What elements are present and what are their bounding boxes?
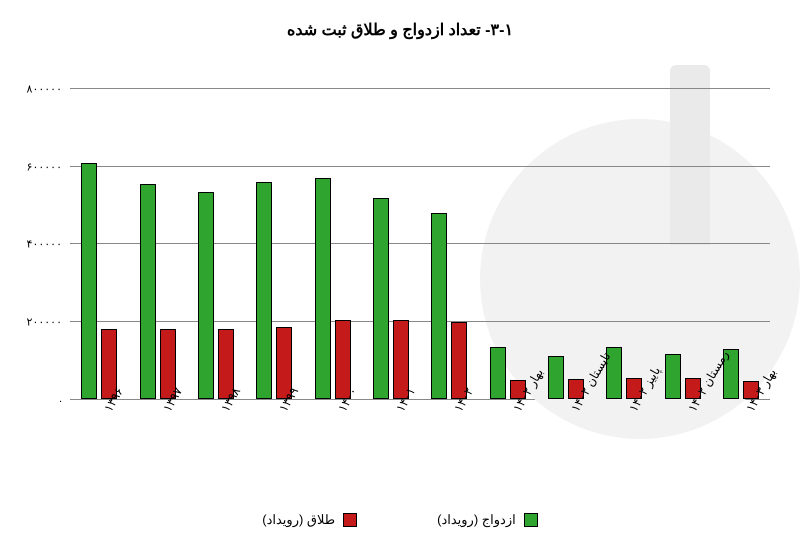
bar-group: ۱۳۹۸	[187, 90, 245, 399]
chart-container: ۳-۱- تعداد ازدواج و طلاق ثبت شده .۲۰۰۰۰۰…	[0, 0, 800, 538]
y-tick-label: ۶۰۰۰۰۰	[27, 160, 62, 173]
bar-marriage	[548, 356, 564, 399]
bar-marriage	[315, 178, 331, 399]
bar-group: ۱۳۹۶	[70, 90, 128, 399]
y-tick-label: ۲۰۰۰۰۰	[27, 315, 62, 328]
bar-marriage	[256, 182, 272, 399]
legend-swatch-marriage	[524, 513, 538, 527]
bars-region: بهار ۱۴۰۳زمستان ۱۴۰۲پاییز ۱۴۰۲تابستان ۱۴…	[70, 90, 770, 399]
bar-group: ۱۳۹۷	[128, 90, 186, 399]
legend-label-marriage: ازدواج (رویداد)	[437, 512, 516, 528]
legend-item-divorce: طلاق (رویداد)	[262, 512, 357, 528]
bar-marriage	[665, 354, 681, 399]
grid-line: ۸۰۰۰۰۰	[70, 88, 770, 89]
bar-marriage	[373, 198, 389, 400]
bar-group: ۱۳۹۹	[245, 90, 303, 399]
y-tick-label: ۸۰۰۰۰۰	[27, 83, 62, 96]
legend-swatch-divorce	[343, 513, 357, 527]
bar-marriage	[490, 347, 506, 399]
y-tick-label: ۴۰۰۰۰۰	[27, 238, 62, 251]
bar-marriage	[431, 213, 447, 399]
y-tick-label: .	[59, 393, 62, 405]
bar-group: ۱۴۰۰	[303, 90, 361, 399]
legend-item-marriage: ازدواج (رویداد)	[437, 512, 538, 528]
bar-group: ۱۴۰۱	[362, 90, 420, 399]
chart-title: ۳-۱- تعداد ازدواج و طلاق ثبت شده	[0, 20, 800, 40]
legend: ازدواج (رویداد) طلاق (رویداد)	[0, 512, 800, 528]
bar-group: ۱۴۰۲	[420, 90, 478, 399]
bar-group: زمستان ۱۴۰۲	[653, 90, 711, 399]
bar-marriage	[81, 163, 97, 399]
bar-group: تابستان ۱۴۰۲	[537, 90, 595, 399]
bar-group: بهار ۱۴۰۲	[478, 90, 536, 399]
bar-marriage	[140, 184, 156, 399]
plot-area: .۲۰۰۰۰۰۴۰۰۰۰۰۶۰۰۰۰۰۸۰۰۰۰۰ بهار ۱۴۰۳زمستا…	[70, 90, 770, 400]
bar-marriage	[198, 192, 214, 399]
legend-label-divorce: طلاق (رویداد)	[262, 512, 335, 528]
